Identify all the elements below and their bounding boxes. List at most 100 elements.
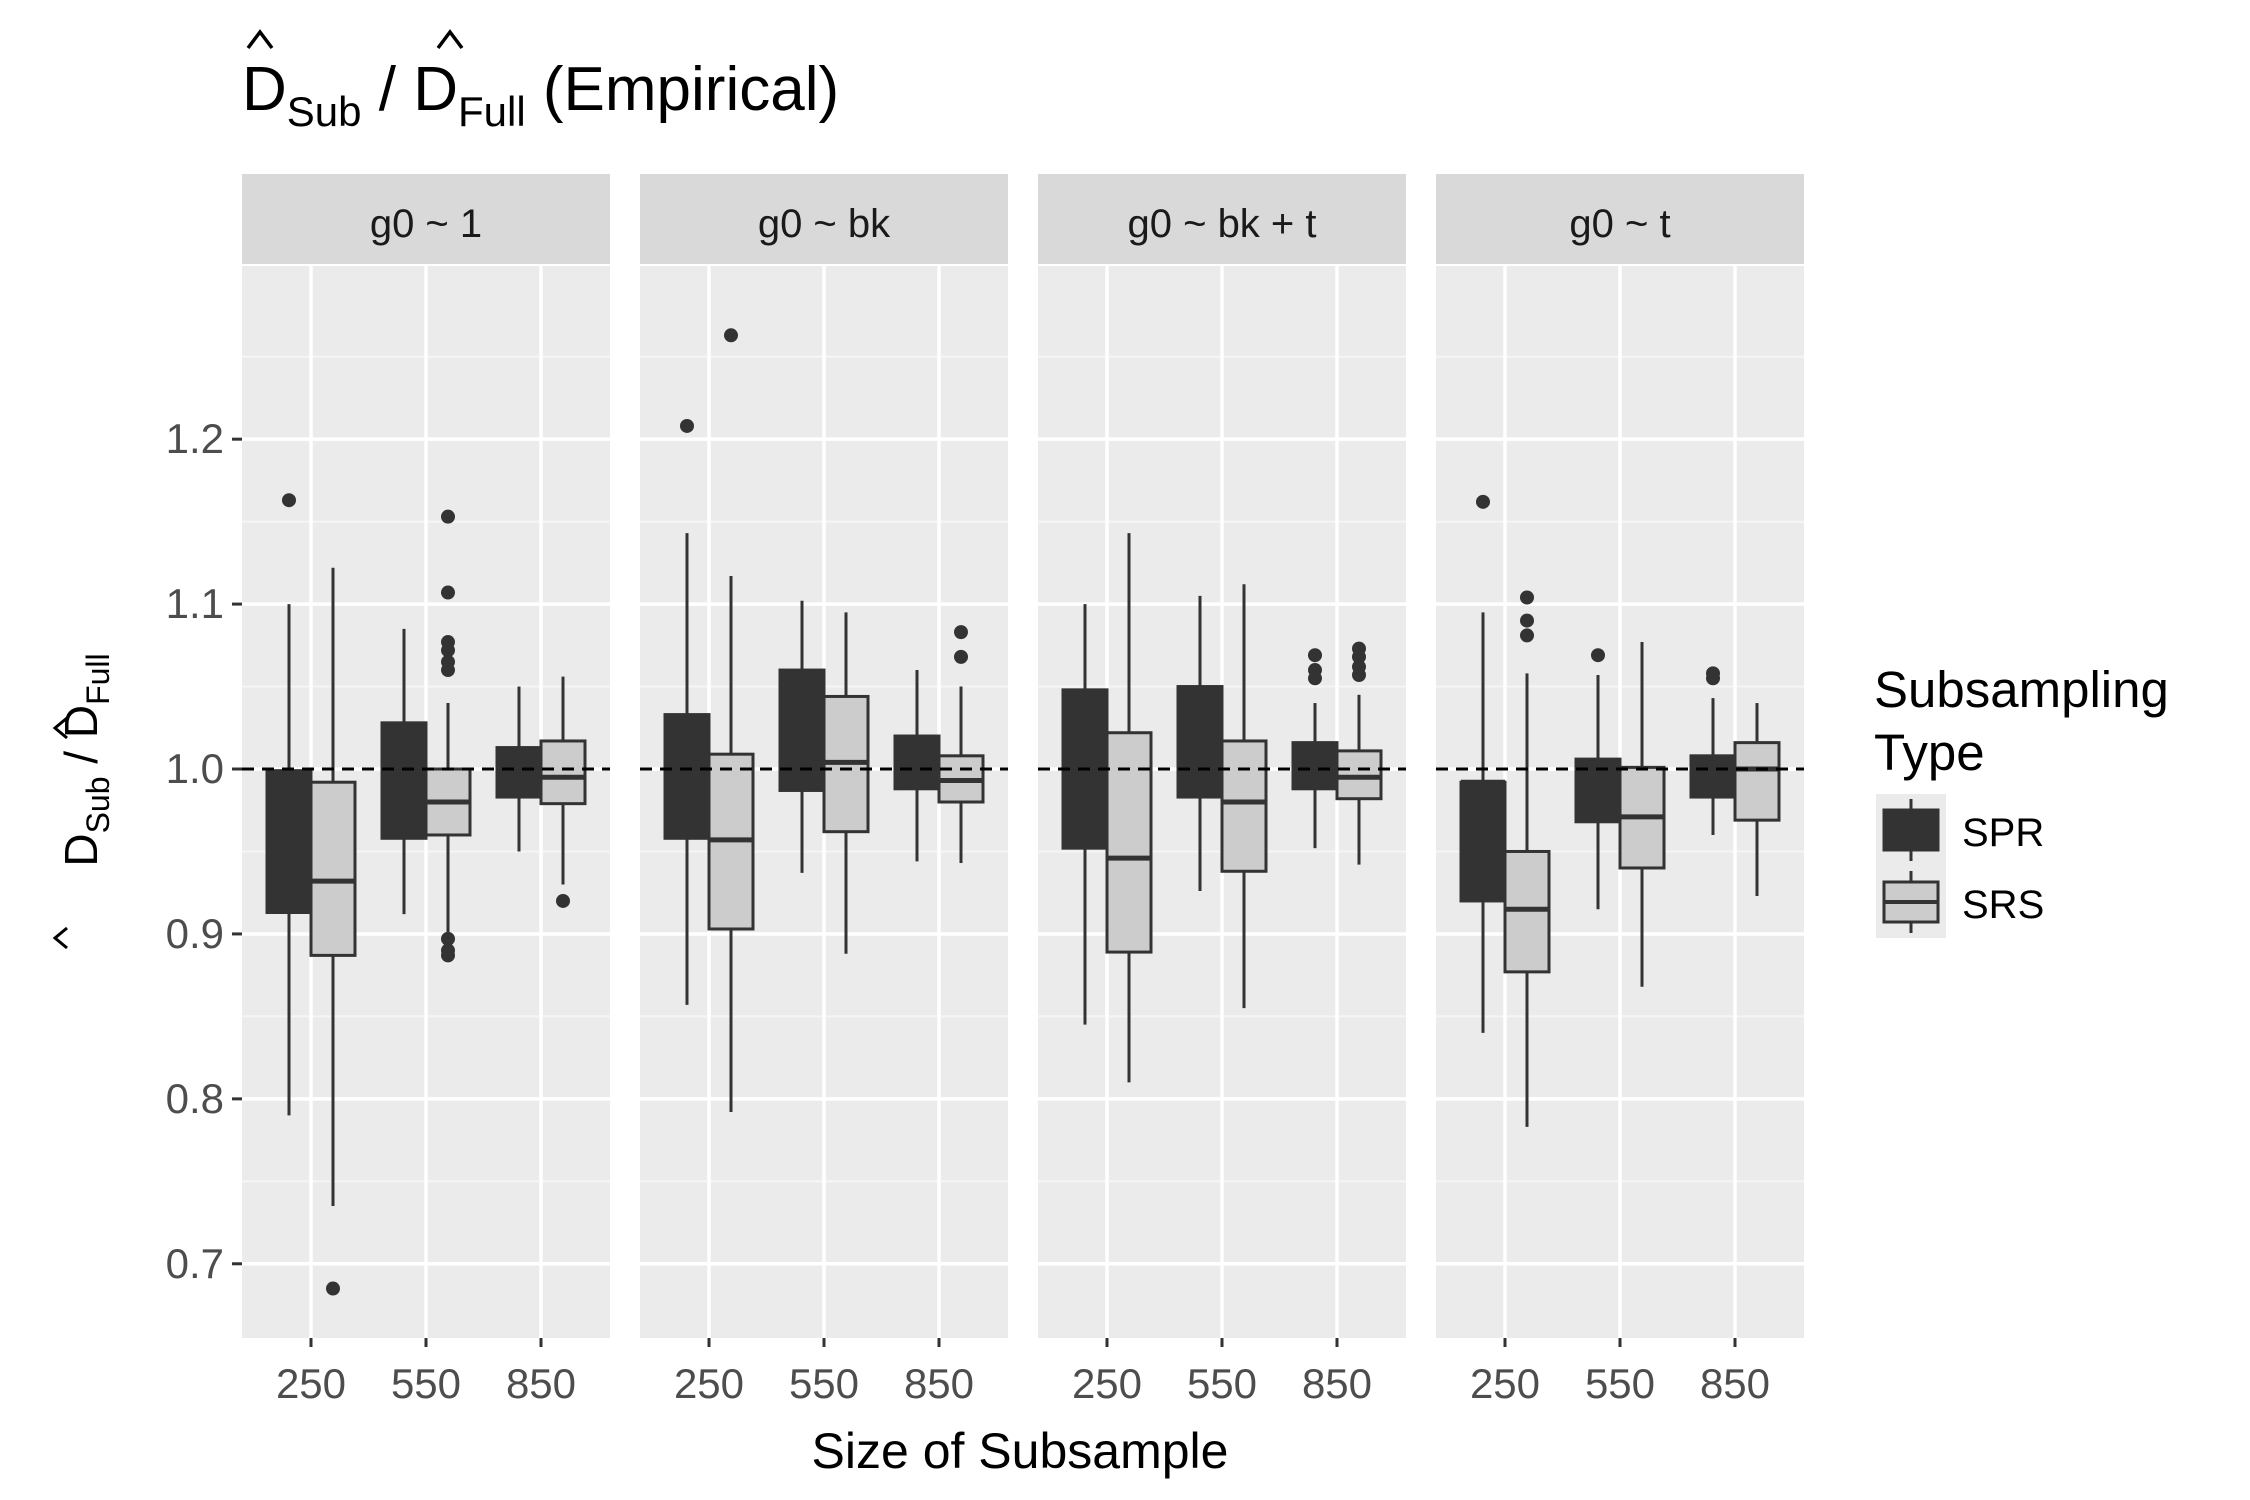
x-tick-label: 550 [391, 1360, 461, 1407]
box-srs-250 [309, 567, 357, 1296]
box-spr-250 [1459, 494, 1507, 1033]
box-body [1733, 741, 1781, 822]
legend-label-spr: SPR [1962, 811, 2044, 855]
ylabel-hat-2 [52, 716, 68, 740]
outlier-point [441, 509, 455, 524]
box-body [663, 713, 711, 840]
chart-title: DSub / DFull (Empirical) [242, 55, 839, 135]
title-hat-1 [246, 29, 274, 50]
y-tick-label: 0.9 [166, 910, 224, 957]
outlier-point [1706, 671, 1720, 686]
x-tick-label: 250 [1072, 1360, 1142, 1407]
x-tick-label: 850 [1700, 1360, 1770, 1407]
facet-strip [1436, 174, 1804, 264]
title-hat-d-1: D [242, 55, 287, 124]
box-body [539, 739, 587, 806]
panel-4: g0 ~ t 250 550 850 [1436, 174, 1804, 1407]
box-body [1291, 741, 1339, 791]
box-body [309, 780, 357, 957]
x-tick-label: 850 [1302, 1360, 1372, 1407]
facet-strip-label: g0 ~ bk + t [1127, 202, 1316, 246]
x-tick-label: 250 [1470, 1360, 1540, 1407]
legend-title-line-1: Subsampling [1874, 661, 2169, 718]
outlier-point [441, 931, 455, 946]
outlier-point [441, 643, 455, 658]
box-body [1176, 685, 1224, 799]
box-spr-550 [380, 628, 428, 915]
x-tick-label: 550 [1187, 1360, 1257, 1407]
box-srs-550 [1220, 584, 1268, 1009]
legend: Subsampling Type SPR SRS [1874, 661, 2183, 938]
legend-title-line-2: Type [1874, 724, 1985, 781]
panel-2: g0 ~ bk 250 550 850 [640, 174, 1008, 1407]
x-axis-title: Size of Subsample [812, 1423, 1229, 1479]
box-spr-250 [265, 493, 313, 1116]
outlier-point [1591, 648, 1605, 663]
outlier-point [1520, 628, 1534, 643]
box-spr-850 [893, 670, 941, 862]
y-tick-label: 0.8 [166, 1075, 224, 1122]
y-tick-label: 0.7 [166, 1240, 224, 1287]
outlier-point [441, 585, 455, 600]
ylabel-hat-d-2: D [55, 705, 107, 738]
outlier-point [441, 948, 455, 963]
outlier-point [1308, 671, 1322, 686]
panel-1: g0 ~ 1 250 550 850 [242, 174, 610, 1407]
box-spr-250 [663, 418, 711, 1005]
facet-strip-label: g0 ~ bk [758, 202, 891, 246]
title-separator: / [362, 55, 414, 124]
y-axis-title-group: DSub / DFull [55, 653, 116, 866]
box-srs-550 [822, 612, 870, 954]
outlier-point [282, 493, 296, 508]
box-body [778, 668, 826, 792]
box-srs-850 [539, 676, 587, 908]
outlier-point [441, 663, 455, 678]
box-srs-550 [1618, 642, 1666, 987]
box-body [1689, 754, 1737, 799]
box-srs-250 [1503, 590, 1551, 1127]
x-tick-label: 250 [276, 1360, 346, 1407]
ylabel-hat-d-1: D [55, 833, 107, 866]
outlier-point [1352, 649, 1366, 664]
y-tick-label: 1.0 [166, 745, 224, 792]
box-body [380, 721, 428, 840]
box-srs-850 [937, 625, 985, 864]
title-hat-2 [436, 29, 464, 50]
outlier-point [556, 893, 570, 908]
facet-strip [640, 174, 1008, 264]
y-axis-title: DSub / DFull [55, 653, 116, 866]
x-tick-label: 550 [789, 1360, 859, 1407]
ylabel-subscript-1: Sub [80, 776, 116, 833]
box-body [1459, 780, 1507, 903]
box-body [1105, 731, 1153, 954]
outlier-point [326, 1281, 340, 1296]
facet-strip-label: g0 ~ 1 [370, 202, 482, 246]
legend-title: Subsampling Type [1874, 661, 2183, 781]
ylabel-hat-1 [52, 926, 68, 950]
title-suffix: (Empirical) [526, 55, 839, 124]
y-tick-label: 1.2 [166, 415, 224, 462]
outlier-point [1520, 590, 1534, 605]
box-srs-250 [707, 328, 755, 1113]
box-spr-850 [495, 686, 543, 852]
panel-3: g0 ~ bk + t 250 550 850 [1038, 174, 1406, 1407]
outlier-point [1308, 648, 1322, 663]
ylabel-subscript-2: Full [80, 653, 116, 705]
outlier-point [1352, 668, 1366, 683]
outlier-point [954, 649, 968, 664]
box-body [893, 734, 941, 791]
title-subscript-1: Sub [287, 88, 362, 135]
outlier-point [724, 328, 738, 343]
x-tick-label: 850 [506, 1360, 576, 1407]
title-subscript-2: Full [458, 88, 526, 135]
facet-strip [1038, 174, 1406, 264]
title-hat-d-2: D [413, 55, 458, 124]
box-body [1220, 739, 1268, 873]
box-srs-850 [1335, 641, 1383, 865]
box-srs-850 [1733, 703, 1781, 897]
outlier-point [1520, 613, 1534, 628]
x-tick-label: 550 [1585, 1360, 1655, 1407]
x-tick-label: 250 [674, 1360, 744, 1407]
outlier-point [680, 418, 694, 433]
